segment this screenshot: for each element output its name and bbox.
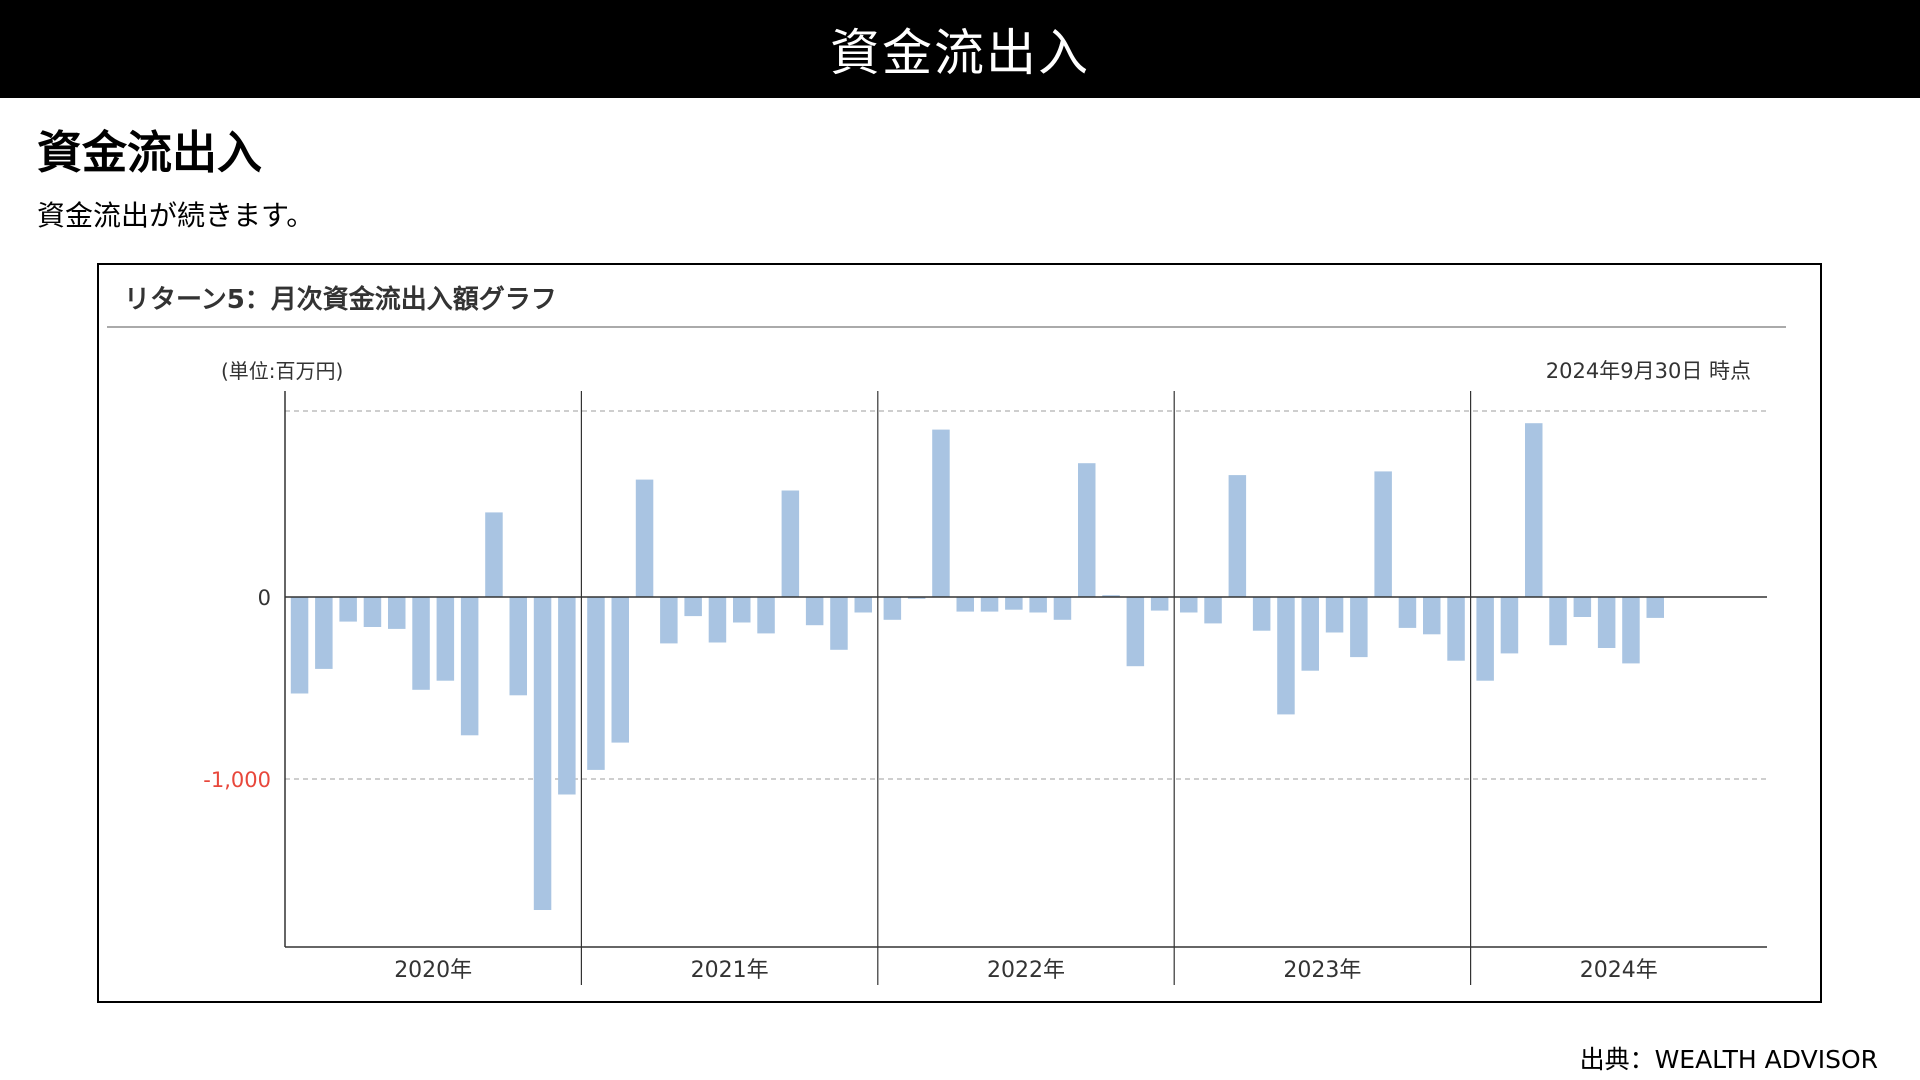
header-title: 資金流出入	[830, 24, 1090, 82]
bar-2023年-11	[1423, 597, 1441, 635]
bar-2021年-9	[781, 490, 800, 597]
bar-2022年-8	[1053, 597, 1072, 620]
bar-2020年-7	[436, 597, 455, 681]
labels-layer: 0 -1,000 2020年 2021年 2022年 2023年 2024年	[203, 586, 1658, 983]
bar-2021年-3	[635, 479, 654, 597]
bar-2024年-7	[1622, 597, 1640, 664]
bar-2024年-1	[1476, 597, 1494, 681]
page-subtitle: 資金流出が続きます。	[37, 199, 315, 232]
as-of-label: 2024年9月30日 時点	[1546, 359, 1751, 383]
bar-2022年-4	[956, 597, 974, 612]
y-tick-label: -1,000	[203, 768, 271, 792]
bar-2020年-2	[315, 597, 333, 669]
bar-2022年-6	[1005, 597, 1023, 610]
x-group-label: 2023年	[1283, 958, 1361, 983]
bar-2022年-12	[1150, 597, 1169, 611]
x-group-label: 2022年	[987, 958, 1065, 983]
bar-2023年-2	[1204, 597, 1222, 624]
bar-2024年-4	[1549, 597, 1567, 646]
bar-2020年-12	[558, 597, 576, 795]
bar-2020年-5	[388, 597, 406, 629]
bar-2020年-10	[509, 597, 527, 696]
monthly-flow-chart: リターン5：月次資金流出入額グラフ (単位:百万円) 2024年9月30日 時点…	[107, 284, 1786, 985]
bar-2024年-6	[1597, 597, 1616, 648]
bar-2024年-2	[1500, 597, 1519, 654]
bar-2022年-9	[1078, 463, 1096, 597]
source-label: 出典：WEALTH ADVISOR	[1579, 1045, 1878, 1074]
bar-2022年-7	[1029, 597, 1047, 613]
page-heading: 資金流出入	[37, 126, 263, 179]
x-group-label: 2021年	[691, 958, 769, 983]
bar-2021年-2	[611, 597, 629, 743]
bar-2023年-7	[1325, 597, 1344, 633]
axis-layer	[284, 391, 1767, 985]
bar-2023年-10	[1398, 597, 1417, 628]
bar-2023年-4	[1252, 597, 1271, 631]
bar-2024年-8	[1646, 597, 1664, 618]
bar-2021年-10	[805, 597, 824, 626]
unit-label: (単位:百万円)	[221, 359, 343, 383]
bar-2020年-1	[290, 597, 309, 694]
bar-2020年-8	[460, 597, 479, 736]
bar-2024年-5	[1573, 597, 1592, 617]
bar-2021年-5	[684, 597, 702, 617]
bar-2021年-6	[708, 597, 727, 643]
bar-2020年-6	[412, 597, 430, 690]
header-bar: 資金流出入	[0, 0, 1920, 98]
bar-2021年-8	[757, 597, 775, 634]
bar-2022年-1	[883, 597, 902, 620]
bar-2023年-12	[1447, 597, 1465, 661]
bar-2021年-12	[854, 597, 872, 613]
chart-panel: リターン5：月次資金流出入額グラフ (単位:百万円) 2024年9月30日 時点…	[97, 263, 1822, 1003]
bar-2021年-4	[660, 597, 678, 644]
bar-2020年-9	[485, 512, 503, 597]
bar-2023年-3	[1228, 475, 1247, 597]
bar-2020年-4	[363, 597, 382, 627]
bar-2023年-6	[1301, 597, 1319, 671]
bars-layer	[290, 423, 1664, 910]
bar-2022年-10	[1102, 595, 1120, 597]
bar-2022年-11	[1126, 597, 1145, 667]
y-tick-label: 0	[258, 586, 271, 610]
bar-2021年-7	[733, 597, 751, 623]
bar-2022年-5	[980, 597, 999, 612]
bar-2022年-3	[932, 429, 950, 597]
bar-2021年-1	[587, 597, 605, 770]
bar-2023年-5	[1277, 597, 1295, 715]
bar-2022年-2	[907, 597, 926, 599]
bar-2023年-9	[1374, 471, 1392, 597]
bar-2020年-11	[533, 597, 552, 910]
x-group-label: 2024年	[1580, 958, 1658, 983]
bar-2024年-3	[1525, 423, 1543, 597]
x-group-label: 2020年	[394, 958, 472, 983]
grid-layer	[285, 410, 1767, 780]
bar-2023年-8	[1350, 597, 1368, 658]
bar-2023年-1	[1180, 597, 1198, 613]
bar-2020年-3	[339, 597, 357, 622]
bar-2021年-11	[830, 597, 848, 650]
chart-title: リターン5：月次資金流出入額グラフ	[124, 284, 557, 315]
